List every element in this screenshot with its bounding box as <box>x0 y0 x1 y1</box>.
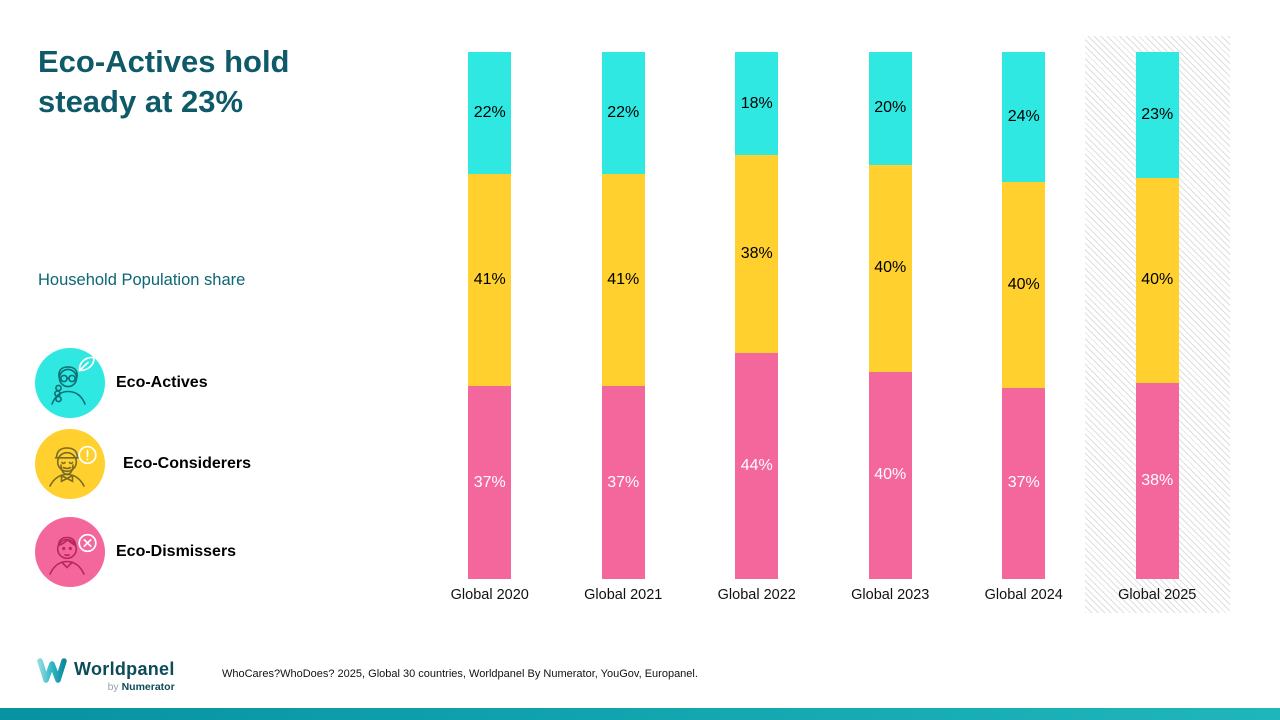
bar-value-label: 18% <box>740 94 773 112</box>
bar-segment: 37% <box>601 386 645 580</box>
legend-label-eco-dismissers: Eco-Dismissers <box>116 543 237 560</box>
eco-dismissers-avatar-icon <box>35 517 105 587</box>
bar-segment: 22% <box>468 52 512 175</box>
logo-brand: Worldpanel <box>74 659 175 679</box>
worldpanel-logo-text: Worldpanel by Numerator <box>74 658 175 693</box>
bar-value-label: 37% <box>1007 474 1040 492</box>
bar-value-label: 40% <box>874 466 907 484</box>
bar-segment: 38% <box>735 155 779 353</box>
bar-value-label: 37% <box>607 473 640 491</box>
bar-value-label: 22% <box>473 104 506 122</box>
chart-subtitle: Household Population share <box>38 271 246 289</box>
source-note: WhoCares?WhoDoes? 2025, Global 30 countr… <box>222 668 698 680</box>
worldpanel-logo: Worldpanel by Numerator <box>36 658 175 693</box>
legend-item-eco-considerers: Eco-Considerers <box>35 429 251 499</box>
bar-value-label: 38% <box>740 245 773 262</box>
bar-value-label: 44% <box>740 456 773 474</box>
legend-item-eco-dismissers: Eco-Dismissers <box>35 517 236 587</box>
logo-byline-prefix: by <box>107 681 119 693</box>
bottom-accent-bar <box>0 708 1280 720</box>
bar-value-label: 24% <box>1007 108 1040 126</box>
bar-segment: 24% <box>1002 52 1046 183</box>
bar-group: 23% 40% 38% Global 2025 <box>1091 52 1225 613</box>
bar-value-label: 40% <box>1007 276 1040 294</box>
bar-segment: 37% <box>468 386 512 580</box>
bar-group: 24% 40% 37% Global 2024 <box>957 52 1091 613</box>
bar-value-label: 41% <box>473 271 506 289</box>
bar-segment: 41% <box>601 174 645 386</box>
legend-item-eco-actives: Eco-Actives <box>35 348 208 418</box>
worldpanel-w-icon <box>36 658 68 689</box>
bar-group: 22% 41% 37% Global 2021 <box>557 52 691 613</box>
category-label: Global 2020 <box>450 587 529 603</box>
eco-considerers-avatar-icon <box>35 429 105 499</box>
bar-value-label: 40% <box>874 259 907 277</box>
stacked-bar: 23% 40% 38% <box>1135 52 1179 579</box>
bar-group: 22% 41% 37% Global 2020 <box>423 52 557 613</box>
legend-label-eco-considerers: Eco-Considerers <box>123 455 252 472</box>
logo-byline-brand: Numerator <box>121 681 175 693</box>
stacked-bar: 22% 41% 37% <box>468 52 512 580</box>
legend-label-eco-actives: Eco-Actives <box>116 374 208 391</box>
eco-actives-avatar-icon <box>35 348 105 418</box>
bar-segment: 37% <box>1002 387 1046 579</box>
bar-value-label: 40% <box>1141 271 1174 289</box>
bar-value-label: 20% <box>874 99 907 117</box>
page-title: Eco-Actives hold steady at 23% <box>38 42 378 122</box>
bar-segment: 22% <box>601 52 645 175</box>
bar-chart: 22% 41% 37% Global 2020 22% 41% 37% Global 2021… <box>423 52 1224 613</box>
bar-segment: 40% <box>868 164 912 372</box>
stacked-bar: 24% 40% 37% <box>1002 52 1046 579</box>
bar-segment: 23% <box>1135 52 1179 178</box>
bar-value-label: 41% <box>607 271 640 289</box>
page-title-line1: Eco-Actives hold <box>38 44 290 79</box>
category-label: Global 2021 <box>584 587 663 603</box>
bar-group: 20% 40% 40% Global 2023 <box>824 52 958 613</box>
bar-value-label: 22% <box>607 104 640 122</box>
category-label: Global 2023 <box>851 587 930 603</box>
bar-group: 18% 38% 44% Global 2022 <box>690 52 824 613</box>
category-label: Global 2024 <box>984 587 1063 603</box>
bar-segment: 40% <box>868 371 912 579</box>
bar-segment: 20% <box>868 52 912 165</box>
stacked-bar: 18% 38% 44% <box>735 52 779 579</box>
bar-segment: 40% <box>1002 182 1046 388</box>
bar-segment: 44% <box>735 352 779 579</box>
logo-byline: by Numerator <box>74 681 175 693</box>
stacked-bar: 22% 41% 37% <box>601 52 645 580</box>
stacked-bar: 20% 40% 40% <box>868 52 912 579</box>
bar-value-label: 38% <box>1141 472 1174 490</box>
bar-value-label: 23% <box>1141 105 1174 123</box>
bar-segment: 40% <box>1135 177 1179 384</box>
bar-segment: 18% <box>735 52 779 156</box>
bar-segment: 41% <box>468 174 512 386</box>
bar-value-label: 37% <box>473 473 506 491</box>
category-label: Global 2022 <box>717 587 796 603</box>
page-title-line2: steady at 23% <box>38 84 244 119</box>
bar-segment: 38% <box>1135 383 1179 579</box>
category-label: Global 2025 <box>1118 587 1197 603</box>
